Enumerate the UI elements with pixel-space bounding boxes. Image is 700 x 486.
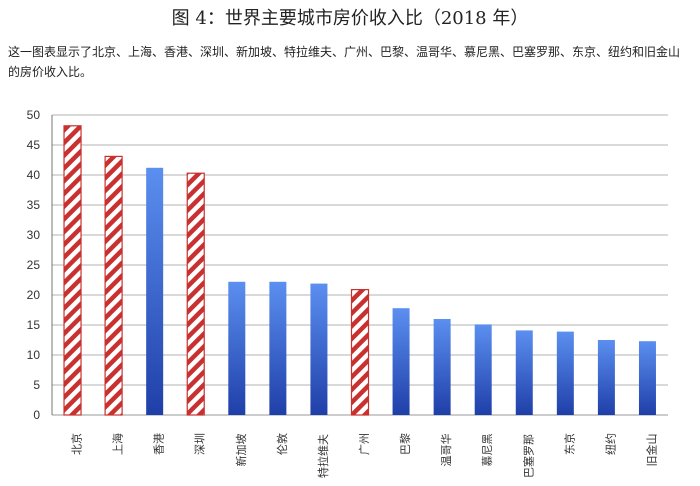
x-tick-label: 北京 bbox=[70, 433, 84, 455]
bar-广州 bbox=[350, 289, 370, 416]
y-tick-label: 15 bbox=[27, 318, 41, 332]
y-tick-label: 5 bbox=[33, 378, 40, 392]
bar-深圳 bbox=[186, 172, 205, 416]
x-tick-label: 纽约 bbox=[603, 433, 617, 455]
x-tick-label: 巴黎 bbox=[398, 433, 412, 455]
bar-香港 bbox=[146, 167, 164, 415]
labels: 0 5 10 15 20 25 30 35 40 45 50 北京 上海 香港 深圳 新加坡 伦敦 特拉维夫 广州 巴… bbox=[27, 108, 659, 478]
y-tick-label: 20 bbox=[27, 288, 41, 302]
bar-东京 bbox=[556, 331, 574, 415]
x-tick-label: 上海 bbox=[111, 433, 125, 455]
y-tick-label: 45 bbox=[27, 138, 41, 152]
bar-慕尼黑 bbox=[474, 324, 492, 415]
x-tick-label: 慕尼黑 bbox=[480, 434, 494, 467]
bar-温哥华 bbox=[433, 319, 451, 415]
x-tick-label: 伦敦 bbox=[275, 433, 289, 455]
bars bbox=[63, 125, 656, 416]
x-tick-label: 温哥华 bbox=[439, 434, 453, 467]
bar-特拉维夫 bbox=[310, 283, 328, 415]
x-tick-label: 巴塞罗那 bbox=[521, 434, 535, 478]
y-tick-label: 30 bbox=[27, 228, 41, 242]
x-tick-label: 特拉维夫 bbox=[316, 434, 330, 478]
bar-北京 bbox=[63, 125, 82, 416]
y-tick-label: 25 bbox=[27, 258, 41, 272]
y-tick-label: 35 bbox=[27, 198, 41, 212]
x-tick-label: 新加坡 bbox=[234, 434, 248, 467]
chart-title: 图 4：世界主要城市房价收入比（2018 年） bbox=[171, 8, 529, 29]
bar-上海 bbox=[104, 155, 123, 416]
x-tick-label: 香港 bbox=[153, 433, 166, 455]
bar-巴黎 bbox=[392, 308, 410, 415]
bar-巴塞罗那 bbox=[515, 330, 533, 415]
y-tick-label: 10 bbox=[27, 348, 41, 362]
bar-纽约 bbox=[597, 340, 615, 415]
x-tick-label: 东京 bbox=[562, 433, 576, 455]
x-tick-label: 旧金山 bbox=[644, 434, 658, 467]
bar-伦敦 bbox=[269, 281, 287, 415]
y-tick-label: 40 bbox=[27, 168, 41, 182]
bar-新加坡 bbox=[228, 281, 246, 415]
x-tick-label: 广州 bbox=[358, 433, 371, 455]
x-tick-label: 深圳 bbox=[194, 433, 207, 455]
bar-旧金山 bbox=[638, 341, 656, 415]
y-tick-label: 0 bbox=[33, 408, 40, 422]
y-tick-label: 50 bbox=[27, 108, 41, 122]
chart-caption: 这一图表显示了北京、上海、香港、深圳、新加坡、特拉维夫、广州、巴黎、温哥华、慕尼… bbox=[8, 45, 681, 79]
